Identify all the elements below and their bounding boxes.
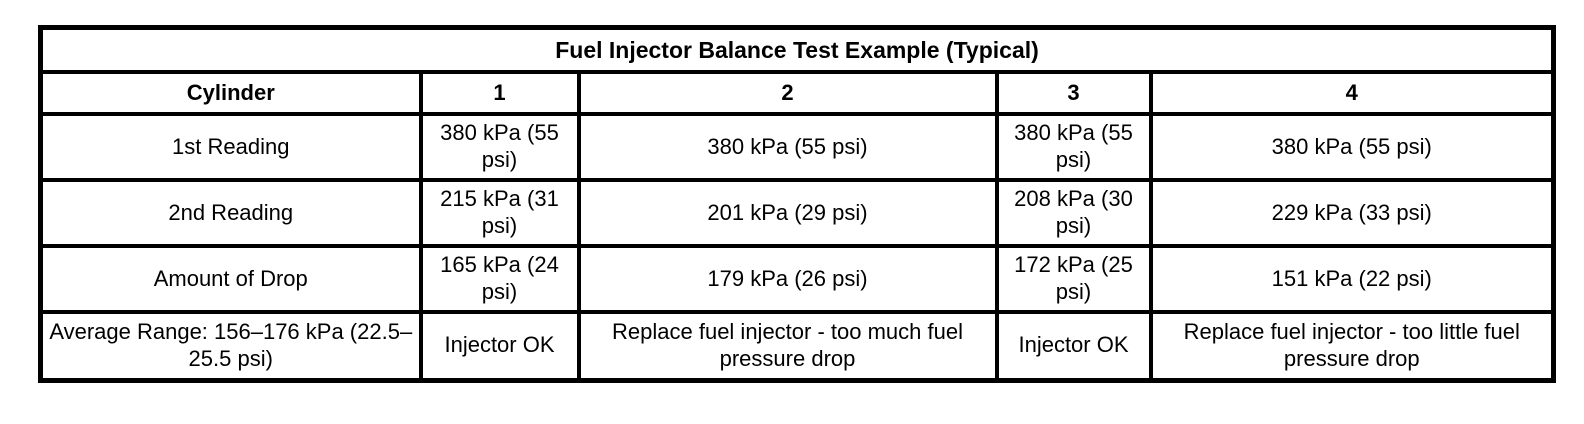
cell-cyl1: 165 kPa (24 psi) [418,244,581,314]
column-header-2: 2 [576,70,999,116]
cell-cyl4-result: Replace fuel injector - too little fuel … [1148,310,1556,382]
cell-cyl4: 380 kPa (55 psi) [1148,112,1556,182]
cell-cyl1: 380 kPa (55 psi) [418,112,581,182]
table-row-amount-of-drop: Amount of Drop 165 kPa (24 psi) 179 kPa … [38,244,1556,314]
column-header-1: 1 [418,70,581,116]
column-header-4: 4 [1148,70,1556,116]
cell-cyl4: 229 kPa (33 psi) [1148,178,1556,248]
cell-cyl3-result: Injector OK [994,310,1153,382]
row-label: Average Range: 156–176 kPa (22.5–25.5 ps… [38,310,423,382]
fuel-injector-balance-table: Fuel Injector Balance Test Example (Typi… [38,25,1557,383]
table-row-1st-reading: 1st Reading 380 kPa (55 psi) 380 kPa (55… [38,112,1556,182]
table-row-2nd-reading: 2nd Reading 215 kPa (31 psi) 201 kPa (29… [38,178,1556,248]
cell-cyl2: 179 kPa (26 psi) [576,244,999,314]
column-header-cylinder: Cylinder [38,70,423,116]
table-row-average-range-result: Average Range: 156–176 kPa (22.5–25.5 ps… [38,310,1556,382]
column-header-3: 3 [994,70,1153,116]
table-title: Fuel Injector Balance Test Example (Typi… [38,25,1556,74]
table-header-row: Cylinder 1 2 3 4 [38,70,1556,116]
cell-cyl2-result: Replace fuel injector - too much fuel pr… [576,310,999,382]
row-label: Amount of Drop [38,244,423,314]
cell-cyl2: 201 kPa (29 psi) [576,178,999,248]
cell-cyl3: 172 kPa (25 psi) [994,244,1153,314]
cell-cyl4: 151 kPa (22 psi) [1148,244,1556,314]
table-title-row: Fuel Injector Balance Test Example (Typi… [38,25,1556,74]
row-label: 1st Reading [38,112,423,182]
cell-cyl2: 380 kPa (55 psi) [576,112,999,182]
cell-cyl1-result: Injector OK [418,310,581,382]
row-label: 2nd Reading [38,178,423,248]
cell-cyl3: 380 kPa (55 psi) [994,112,1153,182]
cell-cyl1: 215 kPa (31 psi) [418,178,581,248]
cell-cyl3: 208 kPa (30 psi) [994,178,1153,248]
